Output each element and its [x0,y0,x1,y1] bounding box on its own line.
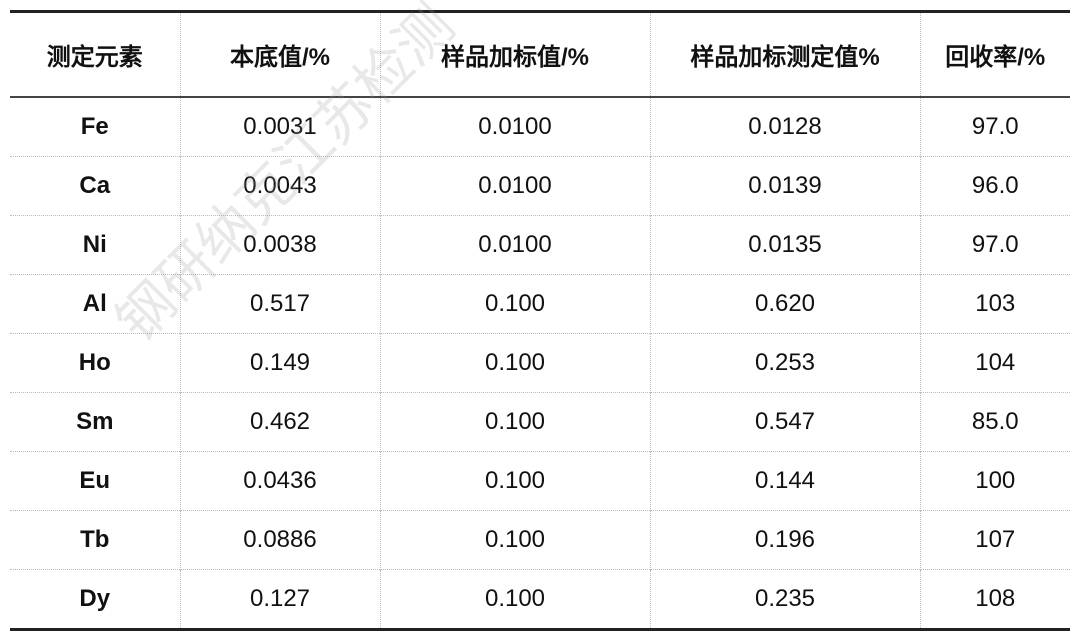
header-cell: 样品加标值/% [379,11,651,98]
table-cell: Ho [10,333,181,393]
table-cell: 0.620 [649,274,921,334]
table-cell: Al [10,274,181,334]
table-cell: 96.0 [919,156,1070,216]
table-row: Ni 0.0038 0.0100 0.0135 97.0 [10,215,1070,275]
table-cell: 0.0128 [649,96,921,157]
table-cell: 0.144 [649,451,921,511]
table-cell: 0.100 [379,333,651,393]
table-row: Ho 0.149 0.100 0.253 104 [10,333,1070,393]
header-cell: 回收率/% [919,11,1070,98]
data-table: 测定元素 本底值/% 样品加标值/% 样品加标测定值% 回收率/% Fe 0.0031 0.… [10,10,1070,631]
table-cell: 0.0100 [379,215,651,275]
table-cell: 0.127 [179,569,381,630]
table-cell: 100 [919,451,1070,511]
table-cell: 0.0043 [179,156,381,216]
table-cell: Dy [10,569,181,630]
header-row: 测定元素 本底值/% 样品加标值/% 样品加标测定值% 回收率/% [10,11,1070,98]
table-cell: 0.0139 [649,156,921,216]
table-cell: Ni [10,215,181,275]
table-cell: 0.100 [379,274,651,334]
table-cell: 0.235 [649,569,921,630]
table-cell: 0.100 [379,451,651,511]
table-header: 测定元素 本底值/% 样品加标值/% 样品加标测定值% 回收率/% [10,11,1070,98]
table-cell: 0.0886 [179,510,381,570]
table-cell: 0.0038 [179,215,381,275]
table-cell: 0.149 [179,333,381,393]
table-cell: 103 [919,274,1070,334]
table-cell: 0.196 [649,510,921,570]
table-row: Tb 0.0886 0.100 0.196 107 [10,510,1070,570]
table-cell: Tb [10,510,181,570]
table-cell: Eu [10,451,181,511]
table-cell: Fe [10,96,181,157]
table-row: Al 0.517 0.100 0.620 103 [10,274,1070,334]
table-cell: Sm [10,392,181,452]
table-cell: 0.100 [379,392,651,452]
table-cell: 0.0100 [379,156,651,216]
table-cell: 0.517 [179,274,381,334]
header-cell: 样品加标测定值% [649,11,921,98]
table-row: Sm 0.462 0.100 0.547 85.0 [10,392,1070,452]
header-cell: 本底值/% [179,11,381,98]
header-cell: 测定元素 [10,11,181,98]
table-cell: 0.253 [649,333,921,393]
table-row: Fe 0.0031 0.0100 0.0128 97.0 [10,96,1070,157]
table-cell: 0.0436 [179,451,381,511]
table-cell: 0.0100 [379,96,651,157]
table-cell: 0.100 [379,510,651,570]
table-cell: 97.0 [919,96,1070,157]
table-row: Ca 0.0043 0.0100 0.0139 96.0 [10,156,1070,216]
table-row: Dy 0.127 0.100 0.235 108 [10,569,1070,630]
table-cell: 0.547 [649,392,921,452]
table-cell: 0.462 [179,392,381,452]
table-body: Fe 0.0031 0.0100 0.0128 97.0 Ca 0.0043 0.0100 0.… [10,96,1070,630]
table-cell: 104 [919,333,1070,393]
table-cell: Ca [10,156,181,216]
table-cell: 0.100 [379,569,651,630]
table-cell: 85.0 [919,392,1070,452]
table-cell: 107 [919,510,1070,570]
table-row: Eu 0.0436 0.100 0.144 100 [10,451,1070,511]
table-cell: 0.0135 [649,215,921,275]
table-cell: 108 [919,569,1070,630]
table-cell: 0.0031 [179,96,381,157]
table-cell: 97.0 [919,215,1070,275]
